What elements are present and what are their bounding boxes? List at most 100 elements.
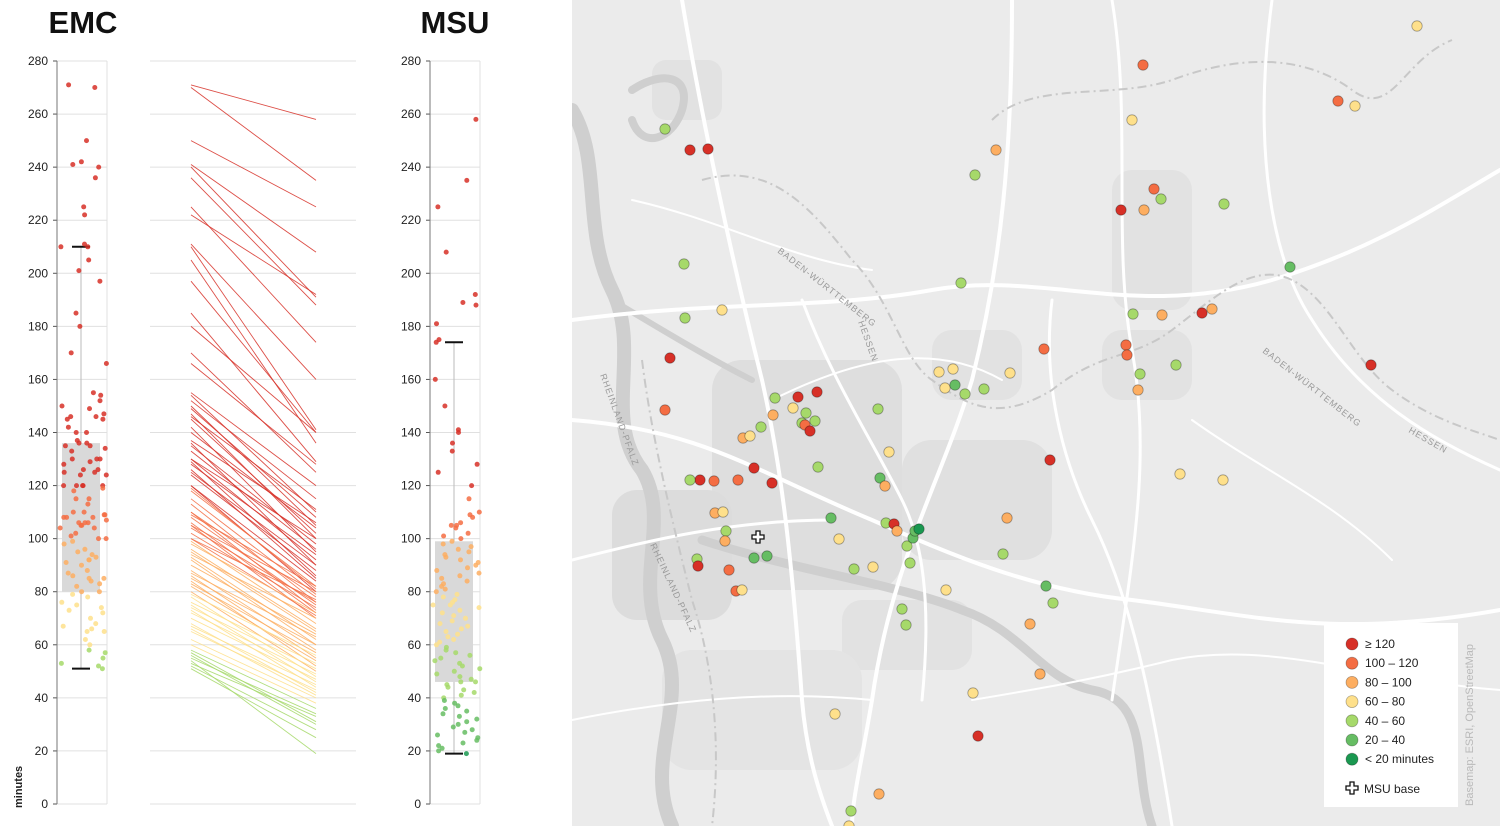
emc-point [85,520,91,526]
emc-point [79,562,84,568]
incident-marker [732,474,744,486]
incident-marker [874,472,886,484]
msu-point [432,658,438,664]
emc-point [89,626,95,632]
slope-line [190,631,317,691]
legend-swatch [1345,676,1359,689]
incident-marker [766,477,778,489]
legend-swatch [1345,637,1359,651]
emc-tick-label: 20 [35,744,49,758]
emc-point [82,212,88,218]
emc-point [59,403,65,409]
msu-point [440,711,446,717]
slope-line [190,644,317,704]
emc-tick-label: 0 [41,797,48,811]
map-attribution: Basemap: ESRI, OpenStreetMap [1464,644,1476,806]
incident-marker [883,446,895,458]
emc-point [70,162,76,167]
slope-line [190,164,317,253]
incident-marker [1365,359,1377,371]
msu-point [457,607,463,613]
slope-line [190,532,317,608]
legend-swatch [1345,695,1359,708]
msu-point [464,578,470,584]
emc-point [98,605,104,611]
emc-point [68,350,74,356]
slope-line [190,660,317,754]
incident-marker [1196,307,1208,319]
incident-marker [1138,204,1150,216]
basemap[interactable]: BADEN-WÜRTTEMBERG HESSEN RHEINLAND-PFALZ… [572,0,1500,826]
incident-marker [748,462,760,474]
incident-marker [1411,20,1423,32]
msu-point [463,615,468,621]
slope-line [190,418,317,534]
msu-tick-label: 0 [414,797,421,811]
msu-point [430,602,436,608]
slope-line [190,214,317,295]
msu-tick-label: 80 [408,585,422,599]
emc-point [92,175,98,181]
msu-point [436,743,442,749]
legend-swatch [1345,733,1359,747]
msu-point [466,496,472,502]
response-time-charts: EMC 020406080100120140160180200220240260… [13,5,489,811]
slope-line [190,206,317,343]
msu-base-plus-icon[interactable] [751,530,765,544]
msu-box-plot: MSU 0 20 40 60 80 100 120 140 160 180 200 220 240 260… [401,5,489,811]
emc-point [86,257,92,263]
slope-line [190,312,317,462]
incident-marker [1040,580,1052,592]
legend-swatch [1345,656,1359,670]
slope-line [190,363,317,465]
msu-point [474,716,480,722]
emc-point [91,525,97,531]
emc-point [100,655,106,661]
msu-point [457,674,463,680]
incident-markers[interactable] [659,20,1423,826]
msu-point [452,700,458,706]
incident-marker [1115,204,1127,216]
slope-line [190,554,317,619]
slope-line [190,490,317,587]
slope-line [190,474,317,571]
msu-point [457,573,463,579]
emc-point [96,663,101,669]
slope-line [190,416,317,510]
emc-point [79,589,85,595]
emc-point [73,530,79,536]
slope-line [190,649,317,709]
emc-point [102,445,108,451]
emc-point [84,629,90,634]
emc-point [90,514,96,520]
slope-line [190,639,317,699]
incident-marker [1174,468,1186,480]
msu-point [469,727,475,733]
incident-marker [873,788,885,800]
msu-point [433,589,439,595]
msu-point [456,430,461,435]
incident-marker [1004,367,1016,379]
slope-line [190,326,317,433]
emc-point [84,440,90,446]
msu-point [449,538,455,544]
msu-point [447,602,453,608]
emc-point [97,456,103,462]
incident-marker [719,535,731,547]
emc-point [65,570,71,576]
msu-point [473,302,479,308]
incident-marker [1170,359,1182,371]
msu-point [472,292,478,297]
incident-marker [829,708,841,720]
slope-line [190,445,317,545]
emc-point [87,459,93,465]
slope-line [190,543,317,614]
emc-tick-label: 120 [28,479,48,493]
slope-line [190,548,317,630]
emc-point [69,456,75,462]
incident-map[interactable]: BADEN-WÜRTTEMBERG HESSEN RHEINLAND-PFALZ… [572,0,1500,826]
emc-point [73,430,79,435]
legend-label: < 20 minutes [1365,752,1434,766]
msu-point [476,570,482,576]
msu-point [438,655,444,661]
